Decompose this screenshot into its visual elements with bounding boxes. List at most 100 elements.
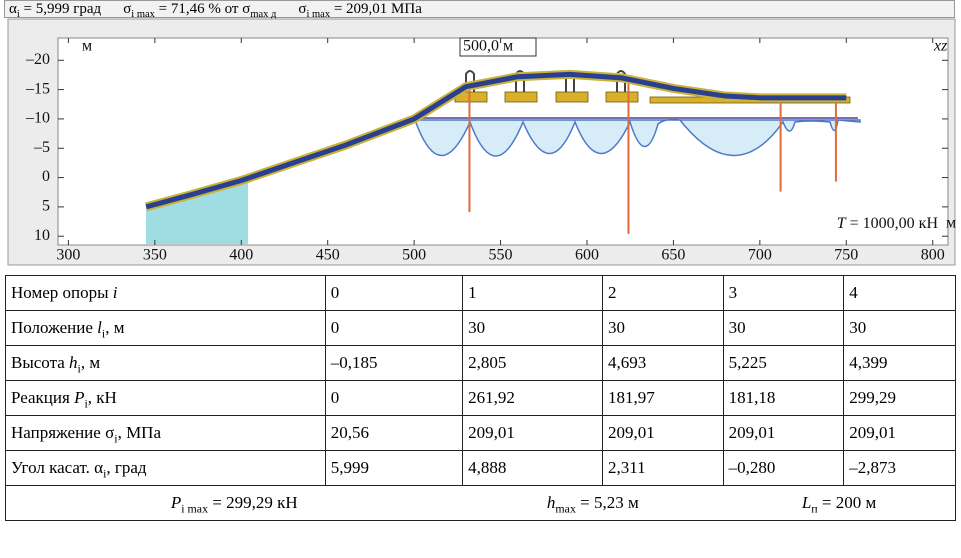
text-part: max д bbox=[250, 9, 277, 20]
table-cell: 2,805 bbox=[462, 345, 604, 381]
y-tick-label: –10 bbox=[25, 110, 50, 127]
table-row: Угол касат. αi, град 5,999 4,888 2,311 –0,28… bbox=[5, 450, 956, 486]
x-tick-label: 300 bbox=[56, 247, 80, 264]
status-item: σi max = 209,01 МПа bbox=[298, 1, 422, 20]
text-part: i bbox=[112, 283, 118, 302]
table-cell: 0 bbox=[324, 380, 464, 416]
table-cell: 209,01 bbox=[722, 415, 845, 451]
text-part: h bbox=[69, 353, 78, 372]
table-cell: 4,399 bbox=[843, 345, 956, 381]
seabed-fill bbox=[146, 174, 248, 244]
table-footer: Pi max = 299,29 кН hmax = 5,23 м Lп = 200 … bbox=[4, 485, 957, 521]
y-tick-label: 5 bbox=[42, 198, 50, 215]
x-tick-label: 350 bbox=[143, 247, 167, 264]
text-part: i max bbox=[131, 9, 155, 20]
x-tick-label: 400 bbox=[229, 247, 253, 264]
table-cell: –0,185 bbox=[324, 345, 464, 381]
y-tick-label: –15 bbox=[25, 80, 50, 97]
x-tick-label: 550 bbox=[489, 247, 513, 264]
text-part: п bbox=[811, 501, 818, 516]
text-part: h bbox=[546, 493, 556, 512]
table-cell: –2,873 bbox=[843, 450, 956, 486]
y-tick-label: –5 bbox=[33, 139, 50, 156]
results-table: Номер опоры i 0 1 2 3 4 Положение li, м 0 30 30 30… bbox=[4, 275, 957, 521]
table-row: Напряжение σi, МПа 20,56 209,01 209,01 209,0… bbox=[5, 415, 956, 451]
table-cell: –0,280 bbox=[722, 450, 845, 486]
row-header: Высота hi, м bbox=[5, 345, 326, 381]
text-part: = 209,01 МПа bbox=[330, 1, 422, 17]
text-part: , град bbox=[106, 458, 147, 477]
x-tick-label: 650 bbox=[661, 247, 685, 264]
table-cell: 209,01 bbox=[843, 415, 956, 451]
text-part: P bbox=[170, 493, 182, 512]
x-tick-label: 750 bbox=[834, 247, 858, 264]
text-part: i bbox=[103, 466, 107, 481]
table-row: Высота hi, м –0,185 2,805 4,693 5,225 4,399 bbox=[5, 345, 956, 381]
text-part: , кН bbox=[87, 388, 117, 407]
text-part: = 200 м bbox=[817, 493, 877, 512]
text-part: Высота bbox=[11, 353, 70, 372]
x-tick-label: 800 bbox=[921, 247, 945, 264]
text-part: = 299,29 кН bbox=[208, 493, 298, 512]
x-tick-label: 700 bbox=[748, 247, 772, 264]
footer-cell: Pi max = 299,29 кН bbox=[4, 485, 463, 521]
text-part: i bbox=[16, 9, 20, 20]
text-part: α bbox=[9, 1, 17, 17]
table-cell: 0 bbox=[324, 310, 464, 346]
table-cell: 30 bbox=[722, 310, 845, 346]
footer-cell: hmax = 5,23 м bbox=[462, 485, 724, 521]
status-item: αi = 5,999 град bbox=[9, 1, 102, 20]
row-header: Номер опоры i bbox=[5, 275, 326, 311]
row-header: Положение li, м bbox=[5, 310, 326, 346]
row-header: Напряжение σi, МПа bbox=[5, 415, 326, 451]
text-part: = 5,999 град bbox=[19, 1, 102, 17]
table-cell: 30 bbox=[843, 310, 956, 346]
table-cell: 30 bbox=[602, 310, 724, 346]
chart: 300 350 400 450 500 550 600 650 700 750 800 –20 –15 –… bbox=[7, 18, 956, 266]
table-cell: 2,311 bbox=[602, 450, 724, 486]
table-cell: 5,999 bbox=[324, 450, 464, 486]
text-part: i max bbox=[306, 9, 331, 20]
y-tick-label: –20 bbox=[25, 51, 50, 68]
text-part: Угол касат. α bbox=[11, 458, 104, 477]
y-tick-label: 0 bbox=[42, 168, 50, 185]
pipeline bbox=[145, 71, 847, 210]
x-tick-label: 450 bbox=[316, 247, 340, 264]
table-cell: 0 bbox=[324, 275, 464, 311]
table-cell: 1 bbox=[462, 275, 604, 311]
scale-label: 500,0 м bbox=[463, 38, 513, 55]
table-row: Реакция Pi, кН 0 261,92 181,97 181,18 299,29 bbox=[5, 380, 956, 416]
table-row: Положение li, м 0 30 30 30 30 bbox=[5, 310, 956, 346]
table-cell: 181,97 bbox=[602, 380, 724, 416]
text-part: , м bbox=[105, 318, 125, 337]
text-part: = 71,46 % от σ bbox=[154, 1, 251, 17]
status-item: σi max = 71,46 % от σmax д bbox=[123, 1, 277, 20]
y-unit: м bbox=[82, 38, 92, 55]
text-part: i bbox=[84, 396, 88, 411]
table-cell: 299,29 bbox=[843, 380, 956, 416]
plane-label: xz bbox=[933, 38, 948, 55]
table-cell: 261,92 bbox=[462, 380, 604, 416]
stress-diagram bbox=[413, 118, 861, 157]
table-cell: 2 bbox=[602, 275, 724, 311]
table-cell: 4 bbox=[843, 275, 956, 311]
text-part: Положение bbox=[11, 318, 98, 337]
text-part: l bbox=[97, 318, 102, 337]
table-cell: 181,18 bbox=[722, 380, 845, 416]
status-bar: αi = 5,999 град σi max = 71,46 % от σmax … bbox=[4, 0, 955, 20]
text-part: L bbox=[801, 493, 812, 512]
text-part: σ bbox=[123, 1, 132, 17]
x-tick-label: 500 bbox=[402, 247, 426, 264]
text-part: Номер опоры bbox=[11, 283, 113, 302]
tension-label: T = 1000,00 кН bbox=[837, 215, 939, 232]
text-part: i bbox=[101, 326, 106, 341]
text-part: Напряжение σ bbox=[11, 423, 115, 442]
table-cell: 4,693 bbox=[602, 345, 724, 381]
table-cell: 3 bbox=[722, 275, 845, 311]
text-part: i bbox=[114, 431, 118, 446]
footer-cell: Lп = 200 м bbox=[723, 485, 957, 521]
text-part: i max bbox=[181, 501, 209, 516]
text-part: , м bbox=[80, 353, 101, 372]
